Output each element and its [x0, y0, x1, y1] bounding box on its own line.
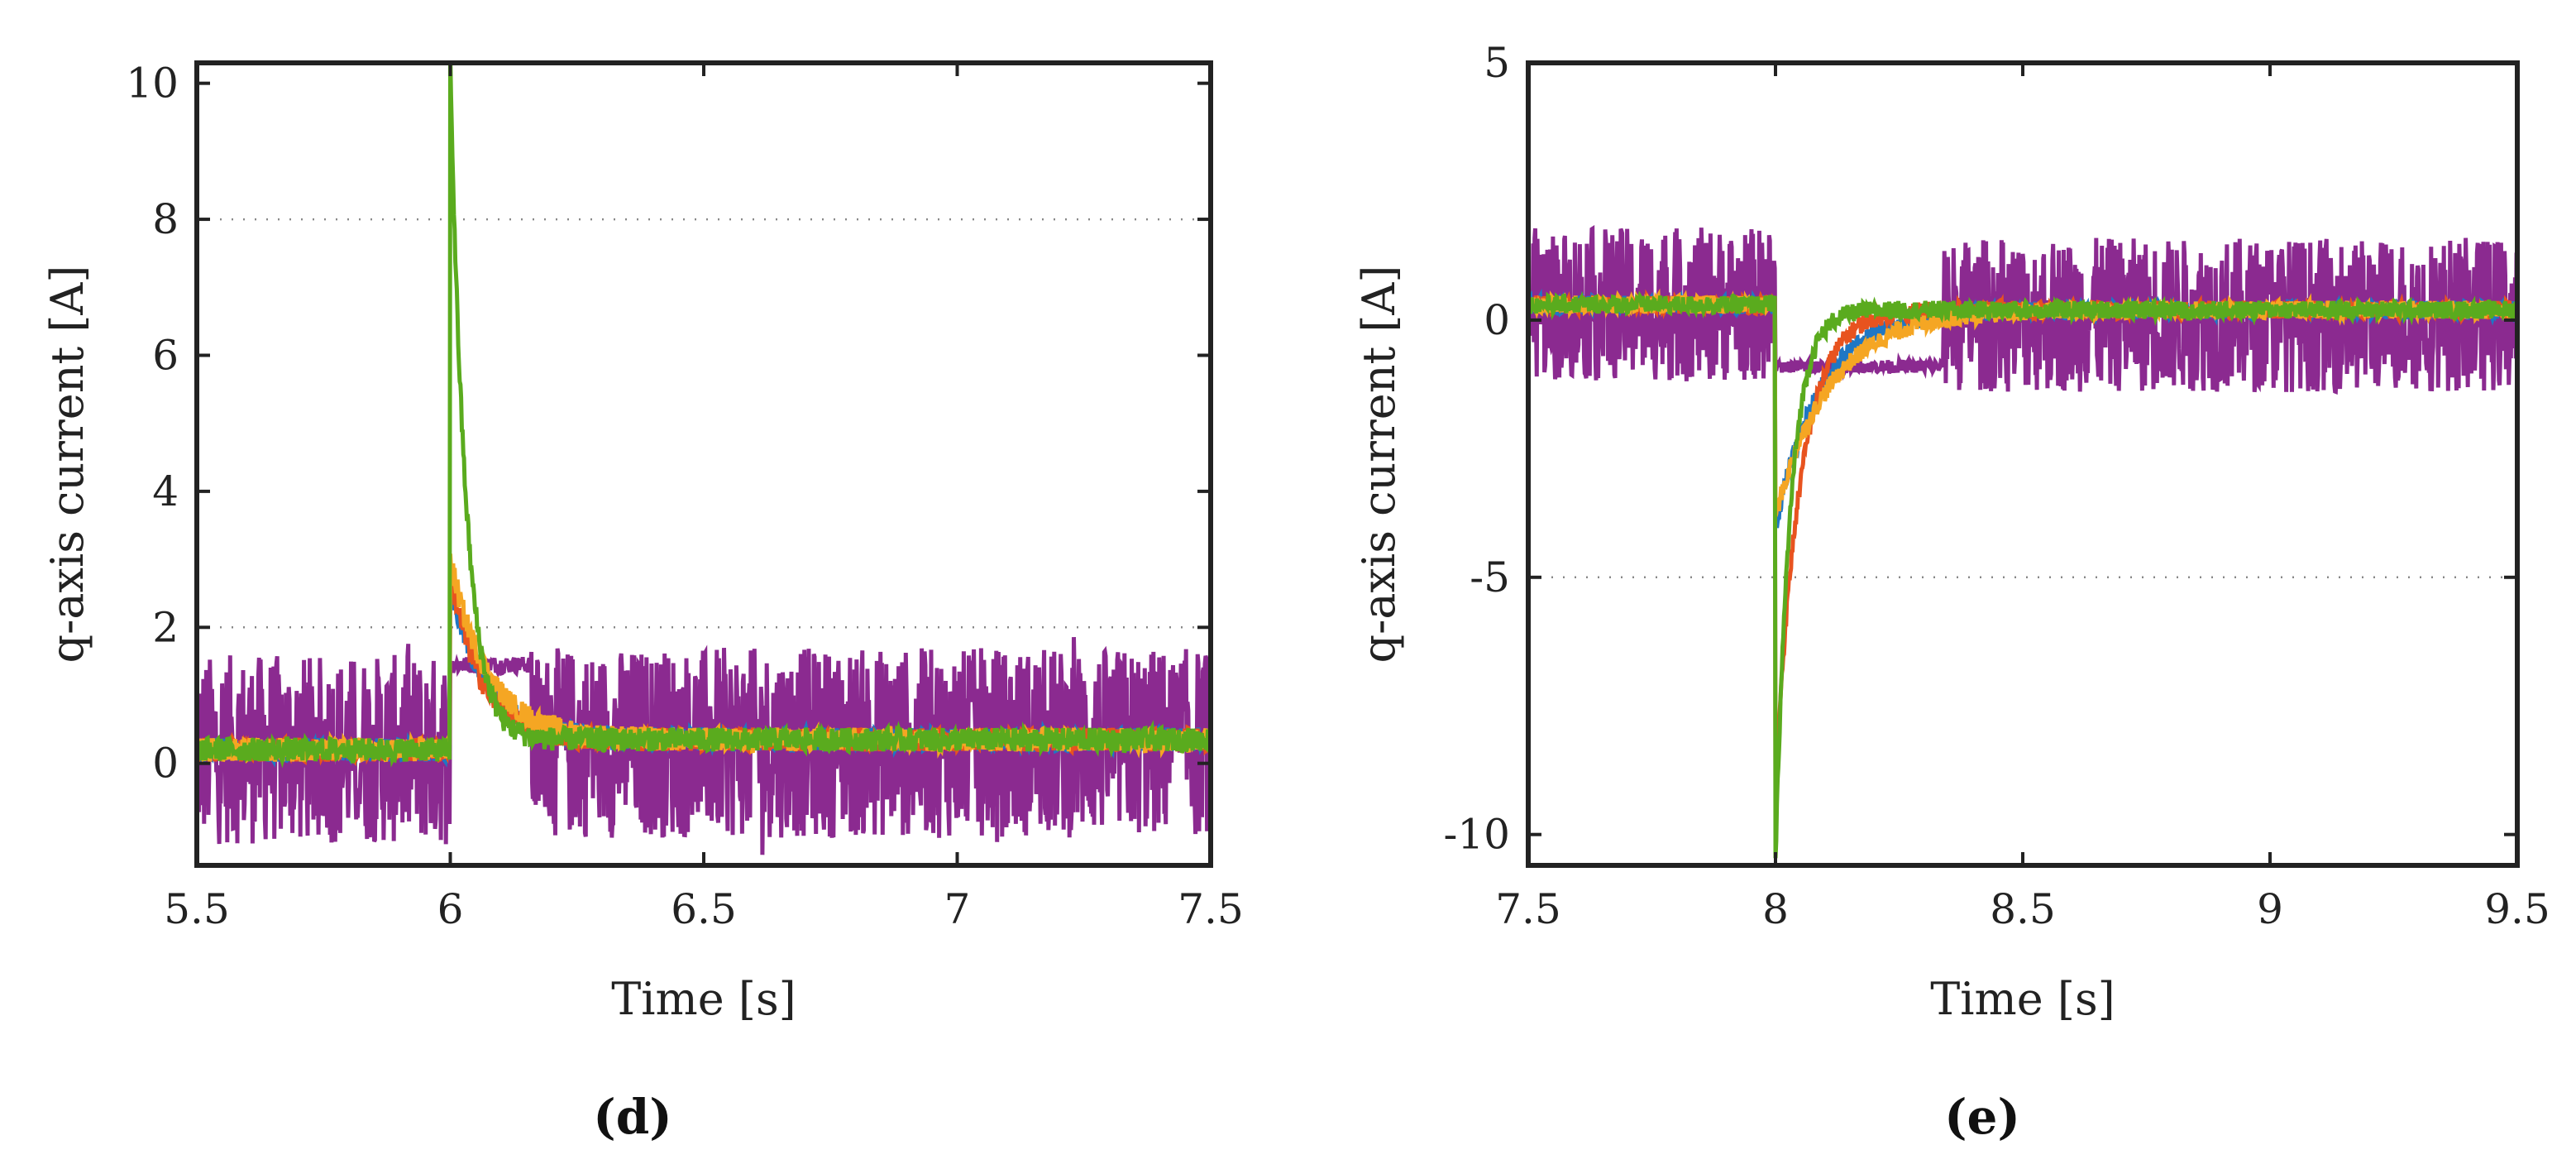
- panel-d-ylabel: q-axis current [A]: [41, 266, 93, 664]
- panel-d-xlabel: Time [s]: [611, 973, 796, 1025]
- x-tick-label: 8: [1762, 885, 1789, 933]
- y-tick-label: 6: [152, 331, 179, 379]
- y-tick-label: 0: [152, 740, 179, 788]
- series-purple: [1528, 225, 2517, 395]
- panel-d-label: (d): [593, 1089, 671, 1145]
- series-purple: [197, 637, 1211, 855]
- x-tick-label: 9: [2257, 885, 2283, 933]
- panel-d-grid: [197, 218, 1211, 629]
- y-tick-label: 8: [152, 195, 179, 243]
- y-tick-label: 4: [152, 467, 179, 515]
- series-green: [197, 63, 1211, 769]
- series-green: [1528, 290, 2517, 859]
- x-tick-label: 8.5: [1990, 885, 2056, 933]
- y-tick-label: 0: [1484, 296, 1510, 344]
- panel-e-ticks: 7.5 8 8.5 9 9.5 -10 -5 0 5: [1443, 39, 2550, 933]
- x-tick-label: 6.5: [671, 885, 737, 933]
- panel-d-series: [197, 63, 1211, 855]
- panel-e-ylabel: q-axis current [A]: [1353, 266, 1405, 664]
- x-tick-label: 7.5: [1178, 885, 1244, 933]
- y-tick-label: -5: [1470, 553, 1510, 601]
- x-tick-label: 6: [437, 885, 464, 933]
- y-tick-label: 5: [1484, 39, 1510, 87]
- y-tick-label: -10: [1443, 811, 1510, 859]
- x-tick-label: 7: [944, 885, 971, 933]
- x-tick-label: 9.5: [2484, 885, 2550, 933]
- panel-e: 7.5 8 8.5 9 9.5 -10 -5 0 5 Time [s] q-axis curre…: [1353, 39, 2550, 1145]
- panel-d: 5.5 6 6.5 7 7.5 0 2 4 6 8 10 Time [s] q-axis curre…: [41, 60, 1244, 1145]
- panel-e-series: [1528, 225, 2517, 859]
- panel-e-frame: [1526, 60, 2520, 868]
- y-tick-label: 10: [126, 60, 179, 108]
- x-tick-label: 7.5: [1495, 885, 1561, 933]
- x-tick-label: 5.5: [164, 885, 230, 933]
- panel-e-xlabel: Time [s]: [1930, 973, 2115, 1025]
- y-tick-label: 2: [152, 603, 179, 651]
- panel-d-ticks: 5.5 6 6.5 7 7.5 0 2 4 6 8 10: [126, 60, 1243, 933]
- panel-e-label: (e): [1944, 1089, 2020, 1145]
